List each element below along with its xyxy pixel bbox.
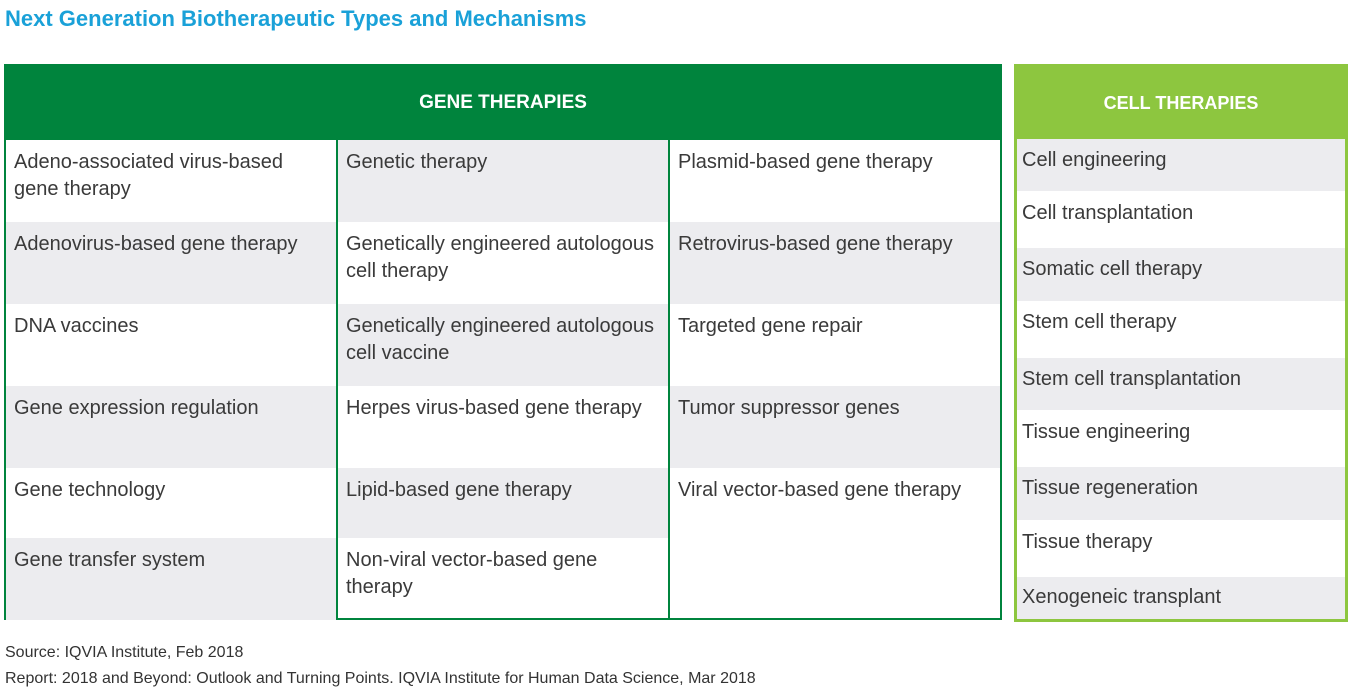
list-item: Stem cell transplantation xyxy=(1017,358,1345,410)
table-cell: Viral vector-based gene therapy xyxy=(678,479,962,501)
table-cell: Targeted gene repair xyxy=(678,315,863,337)
list-item: Stem cell therapy xyxy=(1022,311,1177,333)
table-cell: Retrovirus-based gene therapy xyxy=(670,222,1000,304)
list-item: Somatic cell therapy xyxy=(1017,248,1345,301)
list-item: Cell engineering xyxy=(1017,139,1345,191)
table-cell: Genetically engineered autologous cell t… xyxy=(346,233,654,282)
table-cell: Herpes virus-based gene therapy xyxy=(346,397,642,419)
gene-column-2: Genetic therapy Genetically engineered a… xyxy=(338,140,668,618)
cell-therapies-header: CELL THERAPIES xyxy=(1017,67,1345,139)
source-note: Source: IQVIA Institute, Feb 2018 xyxy=(5,644,244,661)
table-cell: Non-viral vector-based gene therapy xyxy=(346,549,598,598)
list-item: Tissue engineering xyxy=(1022,421,1191,443)
list-item: Xenogeneic transplant xyxy=(1017,577,1345,619)
list-item: Tissue regeneration xyxy=(1017,467,1345,520)
gene-column-3: Plasmid-based gene therapy Retrovirus-ba… xyxy=(670,140,1000,618)
table-cell: Genetic therapy xyxy=(338,140,668,222)
table-cell: Genetically engineered autologous cell v… xyxy=(338,304,668,386)
list-item: Tissue therapy xyxy=(1022,531,1153,553)
column-divider xyxy=(668,140,670,618)
table-cell: Adeno-associated virus-based gene therap… xyxy=(14,151,284,200)
list-item: Cell transplantation xyxy=(1022,202,1194,224)
cell-therapies-panel: CELL THERAPIES Cell engineering Cell tra… xyxy=(1014,64,1348,622)
table-cell: Adenovirus-based gene therapy xyxy=(6,222,336,304)
table-cell: Gene expression regulation xyxy=(6,386,336,468)
table-cell: Lipid-based gene therapy xyxy=(338,468,668,538)
report-note: Report: 2018 and Beyond: Outlook and Tur… xyxy=(5,670,756,687)
table-cell: DNA vaccines xyxy=(14,315,139,337)
column-divider xyxy=(336,140,338,618)
page-title: Next Generation Biotherapeutic Types and… xyxy=(5,6,587,31)
gene-therapies-header: GENE THERAPIES xyxy=(6,66,1000,140)
table-cell: Tumor suppressor genes xyxy=(670,386,1000,468)
gene-therapies-panel: GENE THERAPIES Adeno-associated virus-ba… xyxy=(4,64,1002,620)
table-cell: Plasmid-based gene therapy xyxy=(678,151,933,173)
table-cell: Gene transfer system xyxy=(6,538,336,620)
table-cell: Gene technology xyxy=(14,479,166,501)
gene-column-1: Adeno-associated virus-based gene therap… xyxy=(6,140,336,620)
